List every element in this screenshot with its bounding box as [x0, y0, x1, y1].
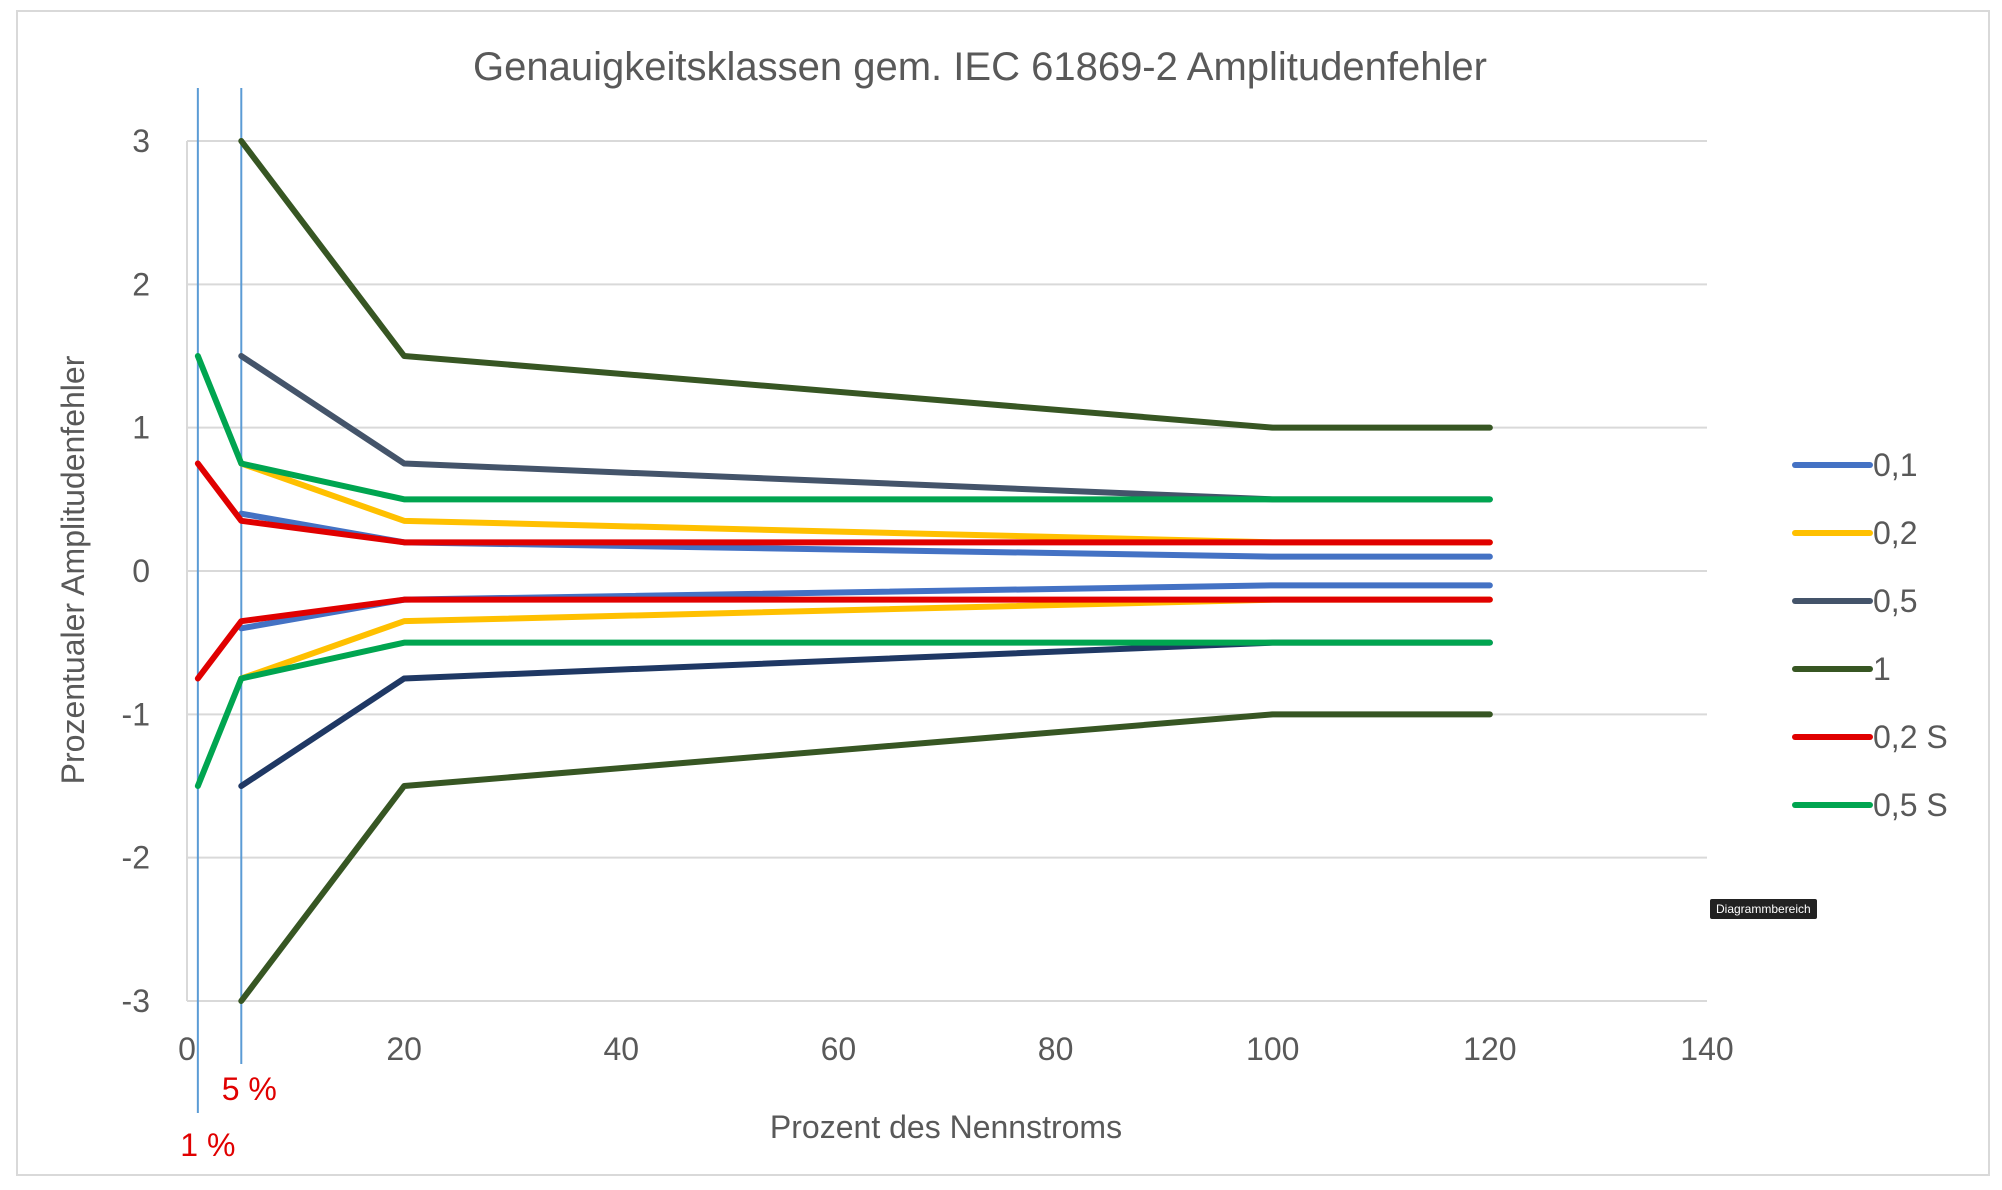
- legend-entry-label: 0,2: [1873, 515, 1917, 551]
- tick-labels: -3 -2 -1 0 1 2 3 0 20 40 60 80 100 120 140: [122, 123, 1734, 1067]
- series-lines: [194, 138, 1493, 1004]
- gridlines: [186, 140, 1707, 1002]
- x-tick-label: 40: [603, 1031, 639, 1067]
- series-line-upper: [194, 353, 1493, 503]
- series-line-upper: [238, 138, 1493, 431]
- x-tick-label: 100: [1246, 1031, 1299, 1067]
- series-line-upper: [238, 510, 1493, 560]
- y-tick-label: 0: [132, 553, 150, 589]
- chart-title: Genauigkeitsklassen gem. IEC 61869-2 Amp…: [473, 45, 1487, 89]
- y-tick-label: -1: [122, 696, 150, 732]
- x-axis-title: Prozent des Nennstroms: [770, 1109, 1122, 1145]
- reference-lines: 1 % 5 %: [180, 88, 277, 1163]
- x-tick-label: 60: [821, 1031, 857, 1067]
- legend-entry-label: 0,5 S: [1873, 787, 1948, 823]
- legend-entry-label: 1: [1873, 651, 1891, 687]
- reference-line-label: 5 %: [222, 1071, 277, 1107]
- y-tick-label: 1: [132, 410, 150, 446]
- chart-area[interactable]: [16, 10, 1990, 1176]
- legend-entry-label: 0,1: [1873, 447, 1917, 483]
- series-line-upper: [194, 460, 1493, 546]
- y-tick-label: -2: [122, 840, 150, 876]
- y-axis-title: Prozentualer Amplitudenfehler: [55, 355, 91, 784]
- x-tick-label: 20: [386, 1031, 422, 1067]
- series-line-lower: [238, 582, 1493, 632]
- y-tick-label: 2: [132, 266, 150, 302]
- x-tick-label: 80: [1038, 1031, 1074, 1067]
- y-tick-label: -3: [122, 983, 150, 1019]
- legend-entry-label: 0,5: [1873, 583, 1917, 619]
- series-line-lower: [194, 639, 1493, 789]
- reference-line-label: 1 %: [180, 1127, 235, 1163]
- chart-area-tooltip: Diagrammbereich: [1710, 899, 1817, 919]
- x-tick-label: 0: [178, 1031, 196, 1067]
- x-tick-label: 120: [1463, 1031, 1516, 1067]
- series-line-lower: [238, 596, 1493, 682]
- y-tick-label: 3: [132, 123, 150, 159]
- legend-entry-label: 0,2 S: [1873, 719, 1948, 755]
- series-line-lower: [194, 596, 1493, 682]
- series-line-lower: [238, 711, 1493, 1004]
- legend: 0,1 0,2 0,5 1 0,2 S 0,5 S: [1792, 447, 1948, 823]
- series-line-upper: [238, 460, 1493, 546]
- x-tick-label: 140: [1680, 1031, 1733, 1067]
